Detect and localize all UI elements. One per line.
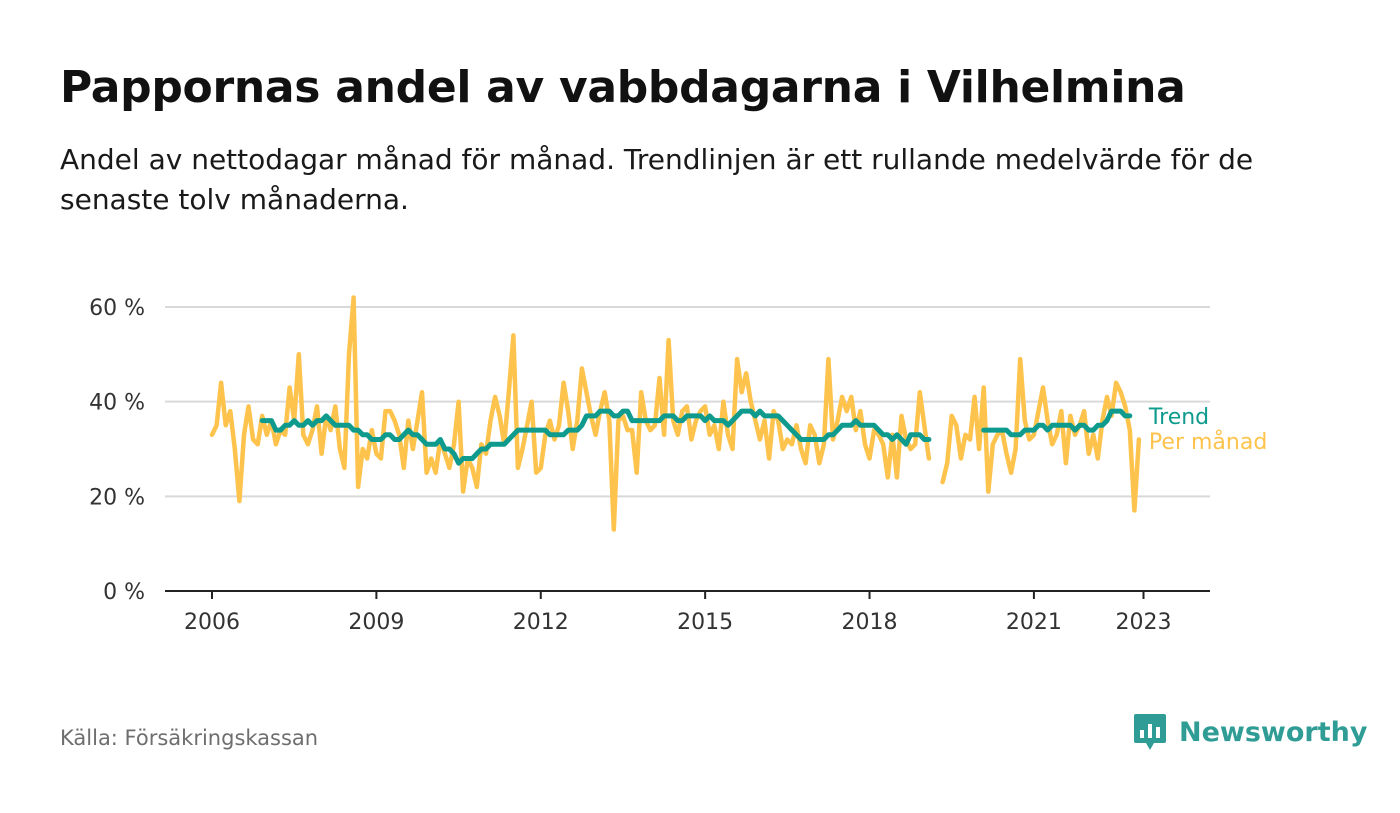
- x-tick-label: 2012: [513, 610, 569, 635]
- x-tick-label: 2006: [184, 610, 240, 635]
- y-tick-label: 0 %: [103, 580, 145, 605]
- x-tick-label: 2018: [842, 610, 898, 635]
- gridlines: [165, 306, 1210, 498]
- y-tick-label: 40 %: [89, 391, 145, 416]
- y-axis: 0 % 20 % 40 % 60 %: [89, 296, 145, 605]
- series-layer: [209, 295, 1142, 532]
- x-tick-label: 2009: [348, 610, 404, 635]
- series-line-trend: [259, 408, 1133, 466]
- y-tick-label: 20 %: [89, 485, 145, 510]
- x-axis: 2006 2009 2012 2015 2018 2021 2023: [184, 591, 1172, 635]
- x-tick-label: 2015: [677, 610, 733, 635]
- series-label-per-manad: Per månad: [1149, 429, 1267, 455]
- brand-logo[interactable]: Newsworthy: [1133, 712, 1367, 752]
- y-tick-label: 60 %: [89, 296, 145, 321]
- line-chart: 0 % 20 % 40 % 60 % 2006 2009 2012 2015 2018 2021…: [89, 295, 1267, 635]
- chart-title: Pappornas andel av vabbdagarna i Vilhelm…: [60, 62, 1186, 113]
- brand-name: Newsworthy: [1179, 716, 1368, 748]
- source-note: Källa: Försäkringskassan: [60, 726, 319, 750]
- x-tick-label: 2021: [1006, 610, 1062, 635]
- x-tick-label: 2023: [1116, 610, 1172, 635]
- series-line-per-manad: [209, 295, 1142, 532]
- newsworthy-logo-icon: [1134, 714, 1166, 750]
- chart-subtitle: Andel av nettodagar månad för månad. Tre…: [60, 143, 1254, 216]
- series-label-trend: Trend: [1148, 405, 1209, 430]
